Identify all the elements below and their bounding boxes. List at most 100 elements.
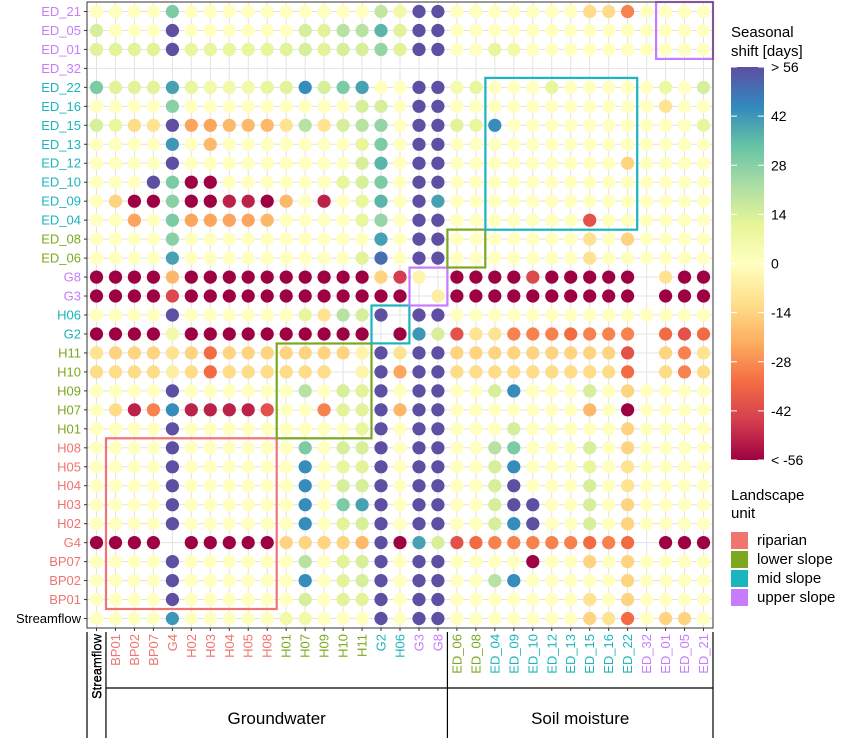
cell-dot-BP02-G4 — [165, 574, 179, 588]
cell-dot-Streamflow-ED_32 — [640, 611, 654, 626]
cell-dot-H01-ED_32 — [640, 422, 654, 436]
cell-dot-H08-ED_10 — [526, 441, 540, 455]
cell-dot-G3-H03 — [203, 289, 217, 303]
cell-dot-ED_21-H04 — [222, 4, 236, 19]
cell-dot-BP07-G4 — [165, 555, 179, 569]
cell-dot-ED_08-H01 — [279, 232, 293, 246]
cell-dot-H02-BP01 — [108, 517, 123, 531]
cell-dot-ED_10-ED_16 — [602, 175, 616, 189]
cell-dot-ED_08-H02 — [184, 232, 198, 246]
cell-dot-H04-ED_10 — [526, 479, 540, 493]
cell-dot-ED_15-G3 — [412, 118, 426, 132]
cell-dot-G8-H02 — [184, 270, 198, 284]
cell-dot-Streamflow-ED_21 — [696, 611, 711, 626]
cell-dot-ED_15-H06 — [393, 118, 407, 132]
cell-dot-Streamflow-ED_06 — [450, 611, 464, 626]
cell-dot-ED_05-H07 — [298, 23, 312, 38]
cell-dot-ED_21-H09 — [317, 4, 331, 19]
cell-dot-H01-BP07 — [146, 422, 160, 436]
col-label-ED_08: ED_08 — [468, 634, 483, 674]
cell-dot-H02-G2 — [374, 517, 388, 531]
cell-dot-H05-ED_08 — [469, 460, 483, 474]
cell-dot-ED_08-ED_13 — [564, 232, 578, 246]
cell-dot-Streamflow-H01 — [279, 611, 293, 626]
cell-dot-H09-H03 — [203, 384, 217, 398]
cell-dot-ED_08-ED_01 — [659, 232, 673, 246]
cell-dot-ED_04-G4 — [165, 213, 179, 227]
cell-dot-ED_09-H01 — [279, 194, 293, 208]
cell-dot-ED_22-ED_32 — [640, 80, 654, 94]
cell-dot-G3-ED_10 — [526, 289, 540, 303]
cell-dot-H02-H04 — [222, 517, 236, 531]
cell-dot-ED_15-G2 — [374, 118, 388, 132]
cell-dot-H07-H03 — [203, 403, 217, 417]
col-label-H01: H01 — [279, 634, 294, 658]
cell-dot-H09-H04 — [222, 384, 236, 398]
cell-dot-H09-ED_22 — [621, 384, 635, 398]
cell-dot-H11-G3 — [412, 346, 426, 360]
cell-dot-H02-BP07 — [146, 517, 160, 531]
cell-dot-G2-ED_05 — [677, 327, 692, 341]
cell-dot-ED_08-ED_15 — [583, 232, 597, 246]
col-label-Streamflow: Streamflow — [89, 633, 104, 699]
cell-dot-H09-BP02 — [127, 384, 141, 398]
cell-dot-ED_10-Streamflow — [89, 175, 104, 189]
cell-dot-BP01-Streamflow — [89, 592, 104, 607]
cell-dot-H09-Streamflow — [89, 384, 104, 398]
cell-dot-ED_21-H03 — [203, 4, 217, 19]
row-label-ED_04: ED_04 — [41, 213, 81, 228]
cell-dot-BP02-ED_12 — [545, 574, 559, 588]
cell-dot-ED_05-ED_13 — [564, 23, 578, 38]
cell-dot-ED_22-ED_15 — [583, 80, 597, 94]
cell-dot-BP02-ED_08 — [469, 574, 483, 588]
cell-dot-H09-ED_32 — [640, 384, 654, 398]
cell-dot-H07-ED_21 — [696, 403, 711, 417]
cell-dot-BP02-G2 — [374, 574, 388, 588]
cell-dot-ED_08-H07 — [298, 232, 312, 246]
cell-dot-H04-ED_05 — [677, 479, 692, 493]
cell-dot-H11-H06 — [393, 346, 407, 360]
cell-dot-G3-ED_16 — [602, 289, 616, 303]
col-label-ED_15: ED_15 — [582, 634, 597, 674]
cell-dot-Streamflow-ED_08 — [469, 611, 483, 626]
cell-dot-ED_12-BP07 — [146, 156, 160, 170]
col-label-G8: G8 — [430, 634, 445, 651]
cell-dot-H08-ED_13 — [564, 441, 578, 455]
cell-dot-BP07-H03 — [203, 555, 217, 569]
unit-box-upper-slope-3 — [408, 266, 449, 307]
cell-dot-ED_10-ED_04 — [488, 175, 502, 189]
cell-dot-BP07-BP01 — [108, 555, 123, 569]
cell-dot-G8-G2 — [374, 270, 388, 284]
cell-dot-ED_10-H10 — [336, 175, 350, 189]
cell-dot-ED_08-H05 — [241, 232, 255, 246]
cell-dot-ED_15-H05 — [241, 118, 255, 132]
cell-dot-H03-H02 — [184, 498, 198, 512]
colorbar-tick-label: 28 — [771, 157, 787, 173]
row-label-ED_06: ED_06 — [41, 251, 81, 266]
cell-dot-H08-ED_01 — [659, 441, 673, 455]
row-label-H08: H08 — [57, 440, 81, 455]
cell-dot-H09-BP07 — [146, 384, 160, 398]
cell-dot-BP01-H10 — [336, 592, 350, 607]
cell-dot-H08-G8 — [431, 441, 445, 455]
cell-dot-BP07-H04 — [222, 555, 236, 569]
cell-dot-BP02-H07 — [298, 574, 312, 588]
cell-dot-G8-G3 — [412, 270, 426, 284]
cell-dot-ED_10-H08 — [260, 175, 274, 189]
cell-dot-G8-ED_16 — [602, 270, 616, 284]
cell-dot-H08-ED_16 — [602, 441, 616, 455]
cell-dot-H02-BP02 — [127, 517, 141, 531]
cell-dot-H06-H02 — [184, 308, 198, 322]
group-label-streamflow: Streamflow — [90, 633, 105, 699]
col-label-ED_21: ED_21 — [696, 634, 711, 674]
cell-dot-BP02-ED_21 — [696, 574, 711, 588]
cell-dot-H10-ED_10 — [526, 365, 540, 379]
row-labels: ED_21 ED_05 ED_01 ED_32 ED_22 ED_16 ED_15 ED_13… — [16, 4, 87, 626]
cell-dot-H10-ED_16 — [602, 365, 616, 379]
cell-dot-ED_12-H08 — [260, 156, 274, 170]
col-label-ED_12: ED_12 — [544, 634, 559, 674]
cell-dot-ED_08-ED_16 — [602, 232, 616, 246]
cell-dot-G4-BP02 — [127, 536, 141, 550]
cell-dot-ED_22-H07 — [298, 80, 312, 94]
cell-dot-H11-BP01 — [108, 346, 123, 360]
